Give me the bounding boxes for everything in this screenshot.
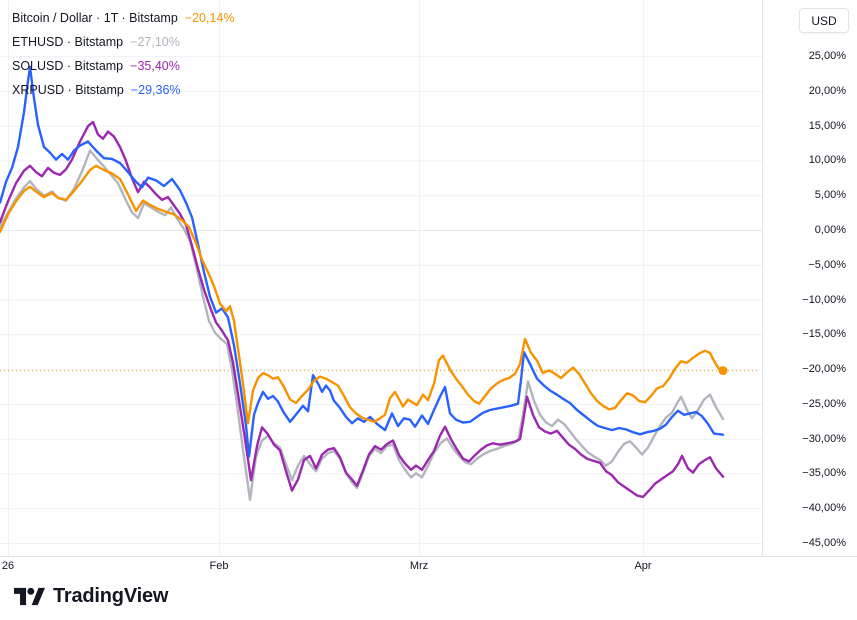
price-tick-label: 25,00%: [808, 50, 846, 63]
time-tick-label: 26: [1, 560, 15, 572]
legend: Bitcoin / Dollar · 1T · Bitstamp −20,14% …: [12, 6, 235, 102]
price-tick-label: 10,00%: [808, 154, 846, 167]
legend-change-value: −35,40%: [130, 59, 180, 73]
time-tick-label: Feb: [209, 560, 229, 572]
price-tick-label: 5,00%: [814, 189, 846, 202]
legend-row-btcusd[interactable]: Bitcoin / Dollar · 1T · Bitstamp −20,14%: [12, 6, 235, 30]
price-tick-label: 20,00%: [808, 84, 846, 97]
time-axis[interactable]: 26 Feb Mrz Apr: [0, 557, 857, 579]
price-tick-label: −30,00%: [802, 432, 846, 445]
legend-row-solusd[interactable]: SOLUSD · Bitstamp −35,40%: [12, 54, 235, 78]
price-tick-label: 0,00%: [814, 224, 846, 236]
chart-plot[interactable]: [0, 0, 762, 556]
series-line-ethusd[interactable]: [0, 149, 725, 501]
last-price-marker: [718, 366, 728, 376]
legend-change-value: −20,14%: [184, 11, 235, 25]
price-tick-label: −45,00%: [802, 537, 846, 549]
series-line-solusd[interactable]: [0, 120, 725, 499]
price-axis-separator: [762, 0, 763, 556]
price-tick-label: −5,00%: [808, 258, 846, 271]
legend-row-ethusd[interactable]: ETHUSD · Bitstamp −27,10%: [12, 30, 235, 54]
series-line-btcusd[interactable]: [0, 164, 725, 425]
time-tick-label: Mrz: [409, 560, 429, 572]
legend-symbol-title: SOLUSD · Bitstamp: [12, 59, 124, 73]
legend-row-xrpusd[interactable]: XRPUSD · Bitstamp −29,36%: [12, 78, 235, 102]
tradingview-logo[interactable]: TradingView: [14, 585, 168, 608]
price-tick-label: −25,00%: [802, 397, 846, 410]
legend-change-value: −29,36%: [130, 83, 181, 97]
price-tick-label: −40,00%: [802, 502, 846, 515]
legend-symbol-title: ETHUSD · Bitstamp: [12, 35, 124, 49]
price-tick-label: −15,00%: [802, 328, 846, 341]
currency-unit-button[interactable]: USD: [799, 8, 849, 33]
tradingview-logo-text: TradingView: [53, 585, 169, 607]
legend-change-value: −27,10%: [130, 35, 180, 49]
legend-symbol-title: Bitcoin / Dollar · 1T · Bitstamp: [12, 11, 178, 25]
price-axis[interactable]: 25,00% 20,00% 15,00% 10,00% 5,00% 0,00% −5,00%…: [763, 0, 857, 556]
price-tick-label: 15,00%: [808, 119, 846, 132]
price-tick-label: −20,00%: [802, 363, 846, 376]
price-tick-label: −10,00%: [802, 293, 846, 306]
price-tick-label: −35,00%: [802, 467, 846, 480]
series-line-xrpusd[interactable]: [0, 65, 725, 458]
tradingview-logo-icon: [14, 587, 45, 606]
time-tick-label: Apr: [634, 560, 652, 572]
legend-symbol-title: XRPUSD · Bitstamp: [12, 83, 124, 97]
time-axis-separator: [0, 556, 857, 557]
